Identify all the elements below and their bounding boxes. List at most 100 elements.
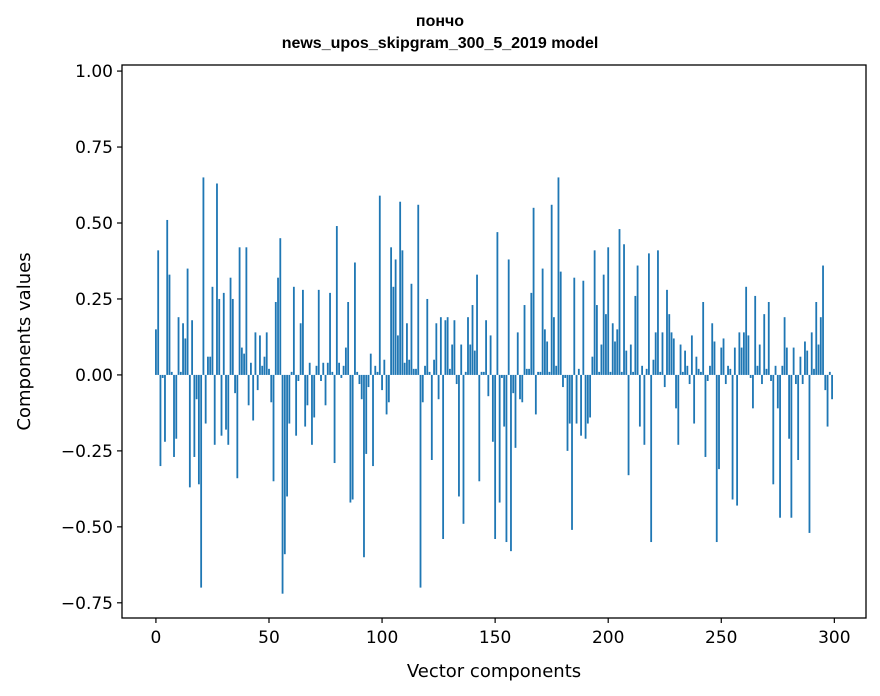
bar-14: [186, 268, 189, 375]
bar-282: [792, 347, 795, 375]
bar-45: [256, 374, 259, 391]
y-axis-label: Components values: [14, 252, 35, 430]
bar-36: [236, 374, 239, 479]
x-tick-label: 50: [258, 628, 280, 648]
bar-46: [259, 335, 261, 375]
y-tick-label: 0.25: [75, 290, 113, 310]
bar-145: [482, 371, 485, 375]
bar-178: [557, 177, 560, 375]
bar-136: [462, 374, 465, 524]
bar-23: [207, 356, 209, 375]
bar-84: [344, 347, 347, 375]
bar-74: [322, 362, 325, 375]
bar-122: [430, 374, 433, 460]
chart-title-line-2: news_upos_skipgram_300_5_2019 model: [281, 35, 599, 52]
bar-297: [826, 374, 829, 427]
bar-275: [776, 374, 779, 409]
bar-76: [326, 362, 329, 375]
bar-61: [292, 286, 295, 375]
bar-21: [202, 177, 205, 375]
bar-110: [403, 362, 406, 375]
bar-298: [828, 371, 831, 375]
bar-19: [197, 374, 200, 485]
bar-228: [670, 332, 673, 375]
bar-77: [329, 292, 331, 375]
bar-258: [738, 332, 741, 375]
bar-226: [666, 289, 668, 375]
bar-140: [471, 305, 474, 375]
bar-142: [476, 274, 478, 375]
bar-97: [374, 365, 377, 375]
y-tick-label: −0.75: [61, 594, 113, 614]
bar-299: [831, 374, 833, 400]
bar-164: [525, 368, 528, 375]
bar-20: [200, 374, 203, 588]
bar-167: [532, 207, 535, 375]
bar-30: [222, 292, 225, 375]
y-tick-label: 0.75: [75, 138, 113, 158]
bar-166: [530, 292, 533, 375]
bar-201: [609, 371, 612, 375]
bar-69: [311, 374, 313, 445]
bar-170: [539, 371, 542, 375]
bar-114: [412, 368, 415, 375]
bar-287: [804, 341, 806, 375]
bar-243: [704, 374, 707, 457]
bar-25: [211, 286, 214, 375]
bar-289: [808, 374, 811, 533]
x-tick-label: 200: [592, 628, 624, 648]
bar-217: [645, 368, 648, 375]
bar-126: [439, 317, 442, 375]
bar-53: [274, 302, 277, 375]
bar-111: [406, 323, 408, 375]
bar-117: [419, 374, 422, 588]
bar-37: [238, 247, 241, 375]
y-tick-label: −0.25: [61, 442, 113, 462]
bar-196: [598, 371, 601, 375]
bar-190: [584, 374, 587, 439]
bar-172: [543, 329, 546, 375]
bar-188: [580, 374, 582, 436]
bars-group: [155, 177, 833, 594]
bar-57: [283, 374, 286, 555]
bar-169: [537, 371, 539, 375]
bar-250: [720, 347, 723, 375]
bar-293: [817, 344, 820, 375]
bar-139: [469, 344, 472, 375]
bar-185: [573, 277, 576, 375]
bar-224: [661, 332, 664, 375]
bar-260: [742, 332, 745, 375]
bar-115: [415, 368, 417, 375]
bar-239: [695, 356, 698, 375]
bar-31: [225, 374, 227, 430]
bar-128: [444, 320, 447, 375]
bar-272: [770, 374, 772, 381]
bar-206: [620, 371, 623, 375]
bar-66: [304, 374, 307, 427]
bar-112: [408, 359, 411, 375]
bar-213: [636, 265, 639, 375]
bar-131: [451, 344, 454, 375]
bar-103: [387, 374, 390, 403]
bar-222: [657, 250, 659, 375]
bar-40: [245, 247, 248, 375]
bar-295: [822, 265, 824, 375]
bar-149: [491, 374, 494, 442]
bar-141: [473, 350, 476, 375]
bar-263: [749, 374, 752, 378]
bar-296: [824, 374, 827, 391]
bar-102: [385, 374, 388, 415]
bar-10: [177, 317, 180, 375]
bar-171: [541, 268, 544, 375]
bar-247: [713, 341, 716, 375]
bar-237: [690, 335, 693, 375]
bar-17: [193, 374, 196, 457]
bar-146: [485, 320, 487, 375]
bar-285: [799, 356, 802, 375]
bar-223: [659, 371, 662, 375]
bar-104: [390, 247, 393, 375]
bar-33: [229, 277, 232, 375]
bar-105: [392, 286, 395, 375]
bar-179: [559, 271, 562, 375]
bar-192: [589, 374, 592, 418]
